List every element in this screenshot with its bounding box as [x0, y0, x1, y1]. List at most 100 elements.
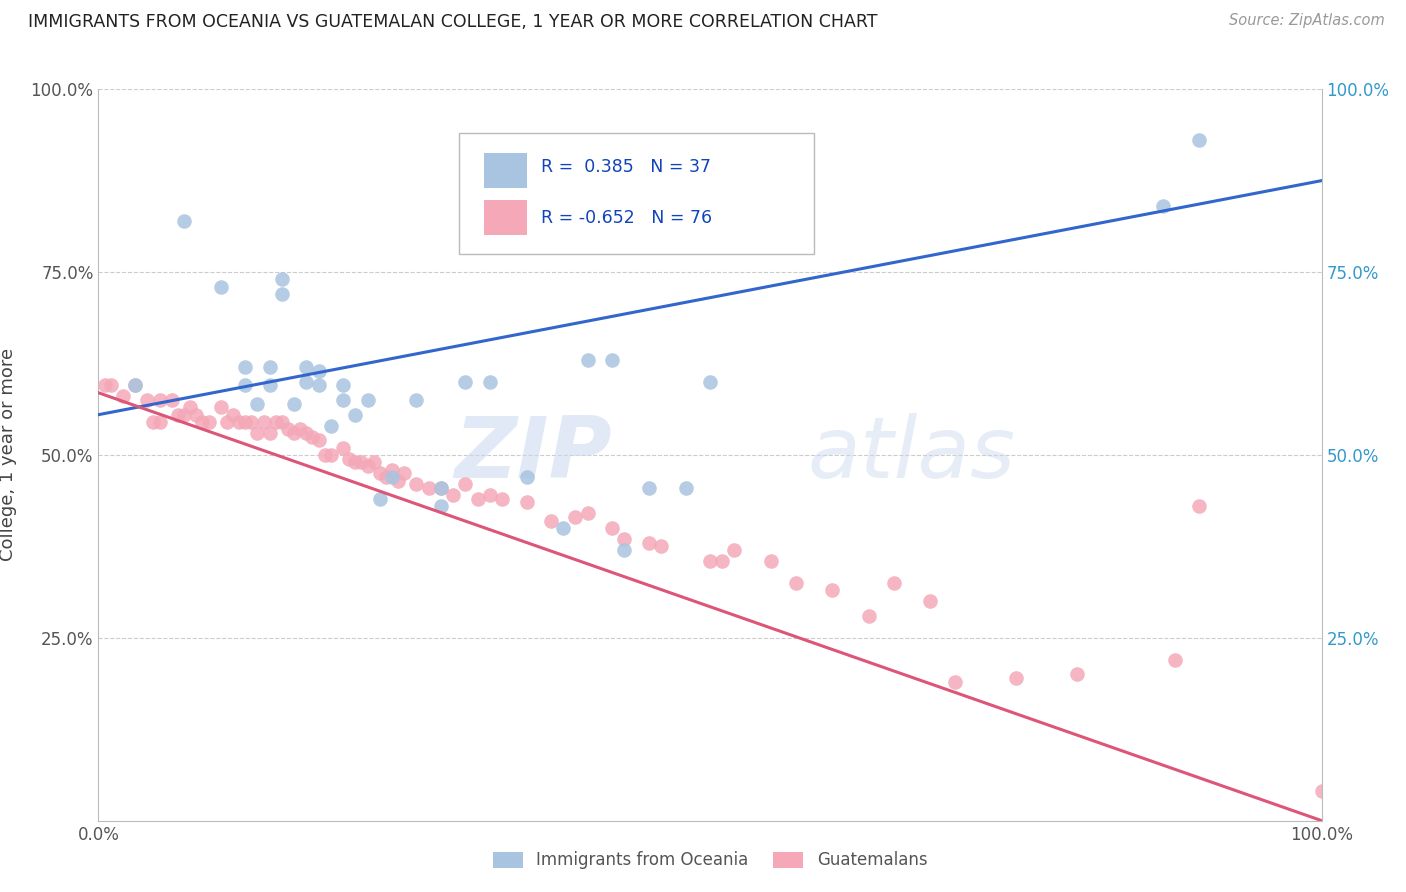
Point — [1066, 667, 1088, 681]
Point — [308, 364, 330, 378]
Point — [259, 425, 281, 440]
Point — [430, 481, 453, 495]
Point — [295, 375, 318, 389]
Point — [252, 415, 274, 429]
Point — [136, 393, 159, 408]
Point — [259, 360, 281, 375]
Point — [1188, 133, 1211, 147]
Point — [920, 594, 942, 608]
Point — [675, 481, 697, 495]
Point — [308, 378, 330, 392]
Point — [576, 352, 599, 367]
Point — [638, 481, 661, 495]
Point — [228, 415, 250, 429]
Point — [314, 448, 336, 462]
Point — [308, 434, 330, 448]
Point — [650, 539, 672, 553]
Point — [319, 448, 342, 462]
Point — [374, 470, 396, 484]
Point — [405, 477, 427, 491]
Point — [233, 360, 256, 375]
Point — [785, 576, 807, 591]
Point — [478, 375, 501, 389]
Point — [943, 674, 966, 689]
Point — [600, 352, 623, 367]
Point — [173, 408, 195, 422]
Point — [1164, 653, 1187, 667]
Point — [179, 401, 201, 415]
Point — [430, 481, 453, 495]
Point — [344, 408, 367, 422]
Point — [167, 408, 190, 422]
Legend: Immigrants from Oceania, Guatemalans: Immigrants from Oceania, Guatemalans — [488, 847, 932, 874]
Point — [613, 532, 636, 546]
Point — [270, 287, 294, 301]
Point — [209, 279, 232, 293]
Point — [821, 583, 844, 598]
Point — [332, 378, 354, 392]
Point — [711, 554, 734, 568]
Point — [478, 488, 501, 502]
Point — [209, 401, 232, 415]
Point — [761, 554, 783, 568]
Point — [515, 495, 537, 509]
Point — [441, 488, 464, 502]
Point — [295, 360, 318, 375]
Point — [454, 477, 477, 491]
Point — [381, 470, 404, 484]
Point — [283, 425, 305, 440]
Point — [553, 521, 575, 535]
Point — [332, 441, 354, 455]
Point — [515, 470, 537, 484]
Point — [600, 521, 623, 535]
Point — [350, 455, 373, 469]
Point — [215, 415, 238, 429]
Point — [290, 422, 312, 436]
Point — [363, 455, 385, 469]
Point — [356, 393, 378, 408]
Text: R = -0.652   N = 76: R = -0.652 N = 76 — [541, 209, 713, 227]
Point — [381, 462, 404, 476]
Point — [368, 491, 391, 506]
Point — [160, 393, 183, 408]
Point — [319, 418, 342, 433]
Point — [576, 507, 599, 521]
Point — [491, 491, 513, 506]
Point — [100, 378, 122, 392]
Point — [699, 554, 721, 568]
Point — [699, 375, 721, 389]
Point — [405, 393, 427, 408]
Text: R =  0.385   N = 37: R = 0.385 N = 37 — [541, 159, 711, 177]
Point — [392, 466, 416, 480]
Text: IMMIGRANTS FROM OCEANIA VS GUATEMALAN COLLEGE, 1 YEAR OR MORE CORRELATION CHART: IMMIGRANTS FROM OCEANIA VS GUATEMALAN CO… — [28, 13, 877, 31]
Point — [418, 481, 440, 495]
Point — [1004, 671, 1026, 685]
Point — [270, 272, 294, 286]
Text: ZIP: ZIP — [454, 413, 612, 497]
Point — [277, 422, 299, 436]
Point — [111, 389, 134, 403]
Y-axis label: College, 1 year or more: College, 1 year or more — [0, 349, 17, 561]
Point — [1310, 784, 1333, 798]
Point — [222, 408, 245, 422]
Point — [246, 397, 269, 411]
Point — [173, 214, 195, 228]
Point — [124, 378, 146, 392]
Point — [295, 425, 318, 440]
Point — [1188, 499, 1211, 513]
Point — [356, 458, 378, 473]
Text: atlas: atlas — [808, 413, 1017, 497]
Point — [858, 608, 880, 623]
Point — [283, 397, 305, 411]
Point — [467, 491, 489, 506]
Point — [233, 415, 256, 429]
Point — [337, 451, 360, 466]
Point — [142, 415, 165, 429]
Point — [430, 499, 453, 513]
Point — [124, 378, 146, 392]
Point — [149, 393, 172, 408]
Point — [186, 408, 208, 422]
Point — [264, 415, 287, 429]
Point — [638, 535, 661, 549]
Text: Source: ZipAtlas.com: Source: ZipAtlas.com — [1229, 13, 1385, 29]
